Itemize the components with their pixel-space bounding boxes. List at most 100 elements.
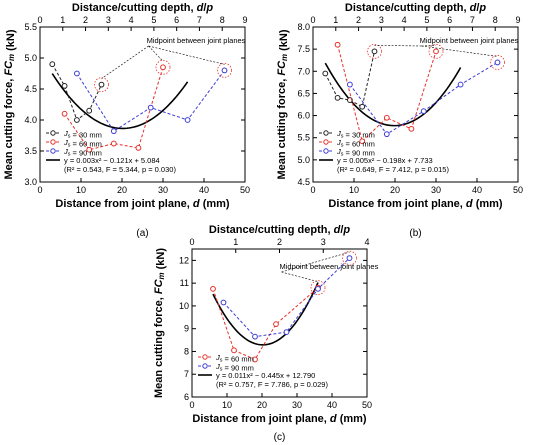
top-tick-label: 3 [106, 15, 111, 25]
data-point [334, 41, 341, 48]
legend-swatch-marker [202, 363, 208, 369]
annotation-arrow [148, 45, 225, 65]
y-tick-label: 7 [184, 369, 189, 379]
series-line-1 [212, 287, 319, 361]
y-tick-label: 5.5 [24, 22, 37, 32]
top-tick-label: 4 [402, 15, 407, 25]
data-point [110, 128, 117, 135]
data-point [231, 347, 237, 354]
fit-equation: y = 0.011x² − 0.445x + 12.790 [216, 371, 315, 380]
y-tick-label: 4.5 [297, 177, 310, 187]
data-point [359, 138, 366, 145]
top-axis-title: Distance/cutting depth, d/p [209, 224, 350, 236]
data-point [221, 67, 228, 74]
fit-equation: y = 0.003x² − 0.121x + 5.084 [64, 156, 160, 165]
plot-frame [312, 26, 519, 183]
x-tick-label: 0 [189, 400, 194, 410]
legend-swatch-marker [50, 139, 56, 145]
series-line-3 [349, 62, 498, 135]
chart-panel-1: 0 10 20 30 40 50 0 1 2 3 4 5 6 7 8 9 3.0 3.5 4.0 4.5 5.0 5.5 D… [3, 2, 250, 239]
top-tick-label: 8 [220, 15, 225, 25]
midpoint-highlight [428, 43, 444, 59]
midpoint-highlight [94, 77, 109, 93]
y-tick-label: 6 [184, 392, 189, 402]
x-tick-label: 20 [117, 185, 127, 195]
panel-caption: (a) [136, 228, 148, 239]
top-tick-label: 1 [333, 15, 338, 25]
data-point [220, 299, 227, 306]
top-tick-label: 7 [197, 15, 202, 25]
annotation-arrow [281, 251, 350, 273]
data-point [74, 70, 80, 77]
x-axis-title: Distance from joint plane, d (mm) [55, 198, 230, 210]
x-tick-label: 30 [158, 185, 168, 195]
x-axis-title: Distance from joint plane, d (mm) [192, 413, 367, 425]
top-tick-label: 2 [356, 15, 361, 25]
top-tick-label: 5 [424, 15, 429, 25]
midpoint-highlight [367, 43, 382, 59]
data-point [74, 117, 80, 123]
annotation-arrow [374, 45, 422, 47]
legend-swatch-marker [323, 130, 329, 136]
fit-stats: (R² = 0.757, F = 7.786, p = 0.029) [216, 380, 328, 389]
data-point [273, 321, 279, 328]
series-line-2 [337, 44, 437, 143]
data-point [160, 64, 166, 71]
fit-stats: (R² = 0.649, F = 7.412, p = 0.015) [337, 165, 449, 174]
midpoint-highlight [155, 59, 171, 75]
x-tick-label: 40 [199, 185, 209, 195]
midpoint-annotation: Midpoint between joint planes [280, 262, 379, 271]
top-tick-label: 3 [321, 237, 326, 247]
data-point [383, 131, 390, 138]
series-line-1 [324, 51, 375, 108]
top-axis-title: Distance/cutting depth, d/p [345, 2, 486, 14]
top-tick-label: 6 [447, 15, 452, 25]
midpoint-highlight [342, 250, 357, 266]
midpoint-highlight [217, 63, 232, 78]
midpoint-annotation: Midpoint between joint planes [147, 36, 246, 45]
top-tick-label: 0 [310, 15, 315, 25]
legend-swatch-marker [202, 354, 208, 360]
top-tick-label: 4 [129, 15, 134, 25]
y-axis-title: Mean cutting force, FCm (kN) [276, 29, 290, 179]
data-point [383, 114, 390, 121]
data-point [252, 333, 258, 340]
chart-panel-2: 0 10 20 30 40 50 0 1 2 3 4 5 6 7 8 9 4.5 5.0 5.5 6.0 6.5 7.0 7… [276, 2, 523, 239]
x-tick-label: 40 [472, 185, 482, 195]
panel-caption: (c) [274, 432, 286, 443]
top-tick-label: 1 [233, 237, 238, 247]
legend-label: Js = 90 mm [63, 147, 102, 158]
top-tick-label: 8 [493, 15, 498, 25]
top-tick-label: 0 [37, 15, 42, 25]
legend-label: Js = 60 mm [63, 138, 102, 149]
y-tick-label: 5.5 [297, 133, 310, 143]
data-point [494, 59, 501, 66]
data-point [457, 81, 464, 88]
series-line-2 [223, 257, 350, 338]
data-point [315, 285, 321, 292]
y-tick-label: 3.0 [24, 177, 37, 187]
data-point [371, 48, 378, 55]
legend-label: Js = 30 mm [336, 129, 375, 140]
y-tick-label: 4.5 [24, 84, 37, 94]
annotation-arrow [101, 45, 149, 79]
data-point [334, 94, 341, 101]
annotation-arrow [421, 45, 437, 47]
top-tick-label: 0 [189, 237, 194, 247]
legend-swatch-marker [323, 139, 329, 145]
legend-swatch-marker [323, 148, 329, 154]
data-point [283, 329, 290, 336]
top-tick-label: 6 [174, 15, 179, 25]
legend-label: Js = 90 mm [215, 362, 254, 373]
y-tick-label: 8 [184, 346, 189, 356]
x-tick-label: 50 [513, 185, 523, 195]
y-tick-label: 11 [180, 278, 189, 288]
data-point [135, 145, 142, 151]
y-tick-label: 12 [179, 255, 189, 265]
legend-label: Js = 60 mm [215, 353, 254, 364]
y-tick-label: 8.0 [297, 22, 310, 32]
data-point [61, 83, 68, 89]
midpoint-highlight [490, 55, 505, 70]
y-tick-label: 7.5 [297, 44, 310, 54]
